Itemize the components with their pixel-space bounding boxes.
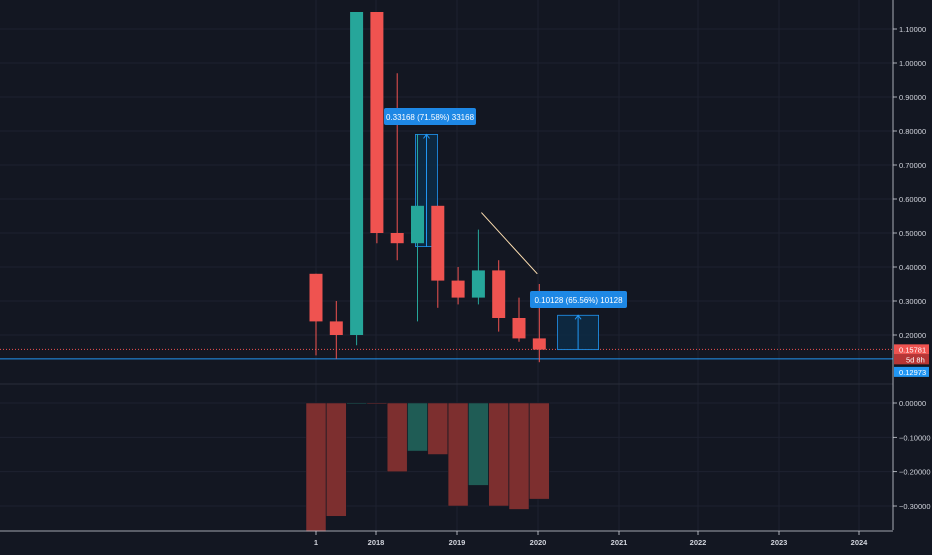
candle[interactable] <box>431 205 445 308</box>
histogram-bar[interactable] <box>508 402 530 510</box>
measure-arrow-head <box>574 314 582 320</box>
candle[interactable] <box>492 260 506 332</box>
level-price-label: 0.12973 <box>894 366 929 377</box>
candle[interactable] <box>329 301 343 359</box>
candle-body <box>492 270 506 318</box>
measure-label-text: 0.10128 (65.56%) 10128 <box>534 296 623 305</box>
time-tick-label: 2018 <box>368 538 385 547</box>
level-price-label-bg <box>894 366 929 377</box>
level-price-label-text: 0.12973 <box>899 368 926 377</box>
time-tick-label: 2022 <box>690 538 707 547</box>
histogram-bar[interactable] <box>447 402 469 507</box>
candle-body <box>370 12 384 233</box>
time-tick-label: 2020 <box>530 538 547 547</box>
time-tick-label: 1 <box>314 538 318 547</box>
candle[interactable] <box>309 273 323 356</box>
time-tick-label: 2021 <box>611 538 628 547</box>
candle-body <box>471 270 485 298</box>
measure-label-box <box>530 291 627 308</box>
time-tick-label: 2023 <box>771 538 788 547</box>
histogram-bar[interactable] <box>529 402 550 500</box>
histogram-bar[interactable] <box>305 402 327 532</box>
candle[interactable] <box>390 73 404 261</box>
countdown-label-bg <box>894 354 929 365</box>
candle[interactable] <box>451 267 465 305</box>
measure-label: 0.33168 (71.58%) 33168 <box>384 108 476 125</box>
candle[interactable] <box>471 229 485 305</box>
time-axis[interactable]: 1 2018 2019 2020 2021 2022 2023 2024 <box>0 530 893 547</box>
price-tick-label: 0.30000 <box>899 297 926 306</box>
candle-body <box>350 12 364 335</box>
histogram-bar[interactable] <box>468 402 489 486</box>
candle-body <box>431 205 445 281</box>
price-tick-label: 0.80000 <box>899 127 926 136</box>
candle[interactable] <box>512 297 526 342</box>
current-price-label-bg <box>894 344 929 355</box>
candle-body <box>390 233 404 244</box>
price-tick-label: 0.90000 <box>899 93 926 102</box>
candle-body <box>532 338 546 350</box>
histogram-bar[interactable] <box>366 402 388 405</box>
histogram-bar[interactable] <box>407 402 428 452</box>
candle[interactable] <box>350 12 364 346</box>
histogram-tick-label: −0.20000 <box>899 468 931 477</box>
candle[interactable] <box>411 134 424 322</box>
trend-line[interactable] <box>481 212 538 275</box>
histogram-bar[interactable] <box>427 402 449 455</box>
price-tick-label: 0.50000 <box>899 229 926 238</box>
histogram-bar[interactable] <box>346 402 367 405</box>
price-axis-bg <box>893 0 932 550</box>
measure-label: 0.10128 (65.56%) 10128 <box>530 291 627 308</box>
histogram-bars <box>305 402 550 532</box>
histogram-tick-label: −0.10000 <box>899 433 931 442</box>
candles <box>309 12 546 363</box>
price-range-measure[interactable] <box>557 314 599 351</box>
price-tick-label: 1.10000 <box>899 25 926 34</box>
measure-label-text: 0.33168 (71.58%) 33168 <box>386 113 475 122</box>
histogram-bar[interactable] <box>488 402 509 507</box>
time-tick-label: 2024 <box>851 538 869 547</box>
candle-body <box>451 280 465 298</box>
price-tick-label: 0.40000 <box>899 263 926 272</box>
price-tick-label: 0.70000 <box>899 161 926 170</box>
price-tick-label: 0.20000 <box>899 331 926 340</box>
histogram-tick-label: 0.00000 <box>899 399 926 408</box>
time-tick-label: 2019 <box>449 538 466 547</box>
countdown-label-text: 5d 8h <box>906 355 925 364</box>
candle[interactable] <box>370 12 384 244</box>
price-tick-label: 1.00000 <box>899 59 926 68</box>
measure-label-box <box>384 108 476 125</box>
candle-body <box>329 321 343 335</box>
current-price-label-text: 0.15781 <box>899 345 926 354</box>
price-axis[interactable]: 1.10000 1.00000 0.90000 0.80000 0.70000 0.600… <box>892 0 932 550</box>
candle-body <box>512 318 526 339</box>
histogram-bar[interactable] <box>326 402 347 517</box>
price-tick-label: 0.60000 <box>899 195 926 204</box>
histogram-bar[interactable] <box>386 402 408 472</box>
measure-arrow-head <box>423 133 430 139</box>
candle-body <box>411 205 424 244</box>
histogram-tick-label: −0.30000 <box>899 502 931 511</box>
candle-body <box>309 273 323 322</box>
